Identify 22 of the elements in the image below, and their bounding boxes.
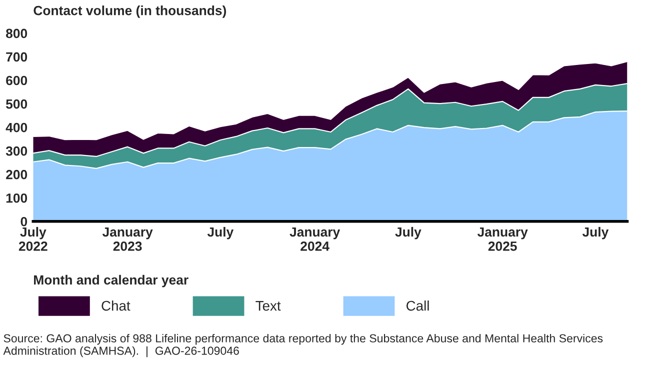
x-tick-label: July — [582, 226, 609, 240]
y-tick-label: 200 — [6, 170, 28, 180]
x-tick-label: July — [395, 226, 422, 240]
legend-label: Chat — [102, 300, 130, 311]
legend-label: Text — [256, 301, 281, 311]
y-tick-label: 0 — [20, 216, 28, 226]
x-tick-label: January 2023 — [102, 227, 153, 251]
y-axis-title: Contact volume (in thousands) — [34, 6, 226, 18]
x-tick-label: January 2025 — [477, 227, 528, 251]
x-tick-label: July 2022 — [18, 226, 48, 251]
y-tick-label: 300 — [6, 146, 28, 156]
y-tick-label: 600 — [6, 76, 28, 86]
y-tick-label: 500 — [6, 99, 28, 109]
source-note: Source: GAO analysis of 988 Lifeline performance data reported by the Substance Abuse and Mental Health Services Administration (SAMHSA). | GAO-26-109046 — [3, 334, 603, 358]
y-tick-label: 700 — [6, 52, 28, 62]
x-tick-label: January 2024 — [290, 227, 340, 251]
x-tick-label: July — [207, 226, 234, 240]
y-tick-label: 400 — [6, 122, 28, 132]
y-tick-label: 800 — [6, 28, 28, 38]
x-axis-title: Month and calendar year — [34, 274, 188, 288]
legend-label: Call — [406, 300, 429, 311]
y-tick-label: 100 — [6, 193, 28, 203]
